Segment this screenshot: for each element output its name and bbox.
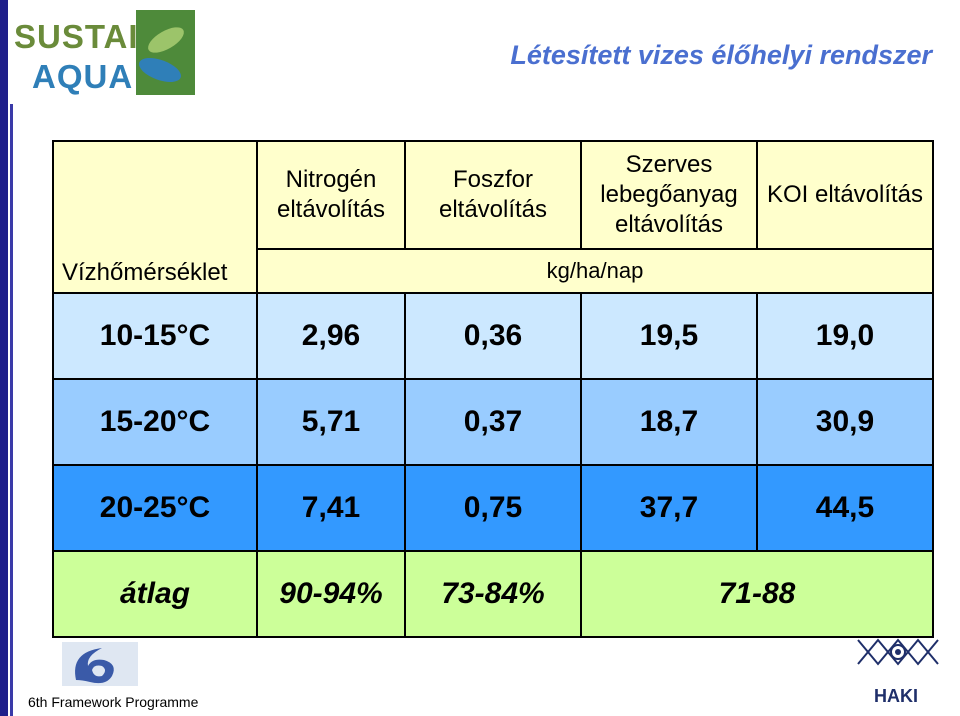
logo-line-2: AQUA xyxy=(32,58,134,95)
corner-header: Vízhőmérséklet xyxy=(52,140,258,294)
header-row: Vízhőmérséklet Nitrogén eltávolítás Fosz… xyxy=(52,140,934,294)
table-cell: 0,75 xyxy=(404,464,582,552)
average-phosphorus: 73-84% xyxy=(404,550,582,638)
table-cell: 19,0 xyxy=(756,292,934,380)
haki-label: HAKI xyxy=(874,686,918,706)
header-organic-solids: Szerves lebegőanyag eltávolítás xyxy=(580,140,758,250)
average-nitrogen: 90-94% xyxy=(256,550,406,638)
header-koi: KOI eltávolítás xyxy=(756,140,934,250)
table-cell: 7,41 xyxy=(256,464,406,552)
header-band: Létesített vizes élőhelyi rendszer xyxy=(195,0,960,104)
average-organic: 71-88 xyxy=(580,550,934,638)
framework-programme-logo-icon xyxy=(62,642,138,686)
table-cell: 18,7 xyxy=(580,378,758,466)
haki-logo-icon xyxy=(857,638,939,666)
unit-label: kg/ha/nap xyxy=(256,248,934,294)
table-row: 20-25°C 7,41 0,75 37,7 44,5 xyxy=(52,464,934,552)
average-label: átlag xyxy=(52,550,258,638)
fish-leaf-icon xyxy=(136,10,196,95)
table-cell: 0,36 xyxy=(404,292,582,380)
results-table: Vízhőmérséklet Nitrogén eltávolítás Fosz… xyxy=(52,140,934,638)
table-cell: 30,9 xyxy=(756,378,934,466)
header-nitrogen: Nitrogén eltávolítás xyxy=(256,140,406,250)
left-accent-bar xyxy=(0,0,8,716)
header-phosphorus: Foszfor eltávolítás xyxy=(404,140,582,250)
table-cell: 2,96 xyxy=(256,292,406,380)
unit-row: kg/ha/nap xyxy=(53,248,934,294)
table-row: 10-15°C 2,96 0,36 19,5 19,0 xyxy=(52,292,934,380)
table-cell: 0,37 xyxy=(404,378,582,466)
table-row: 15-20°C 5,71 0,37 18,7 30,9 xyxy=(52,378,934,466)
table-cell: 19,5 xyxy=(580,292,758,380)
table-cell: 5,71 xyxy=(256,378,406,466)
page-title: Létesített vizes élőhelyi rendszer xyxy=(510,40,932,70)
sustain-aqua-logo: SUSTAIN AQUA xyxy=(8,0,196,104)
row-label: 20-25°C xyxy=(52,464,258,552)
table-cell: 37,7 xyxy=(580,464,758,552)
row-label: 10-15°C xyxy=(52,292,258,380)
average-row: átlag 90-94% 73-84% 71-88 xyxy=(52,550,934,638)
framework-programme-label: 6th Framework Programme xyxy=(28,694,199,710)
row-label: 15-20°C xyxy=(52,378,258,466)
table-cell: 44,5 xyxy=(756,464,934,552)
left-accent-bar-thin xyxy=(10,0,13,716)
